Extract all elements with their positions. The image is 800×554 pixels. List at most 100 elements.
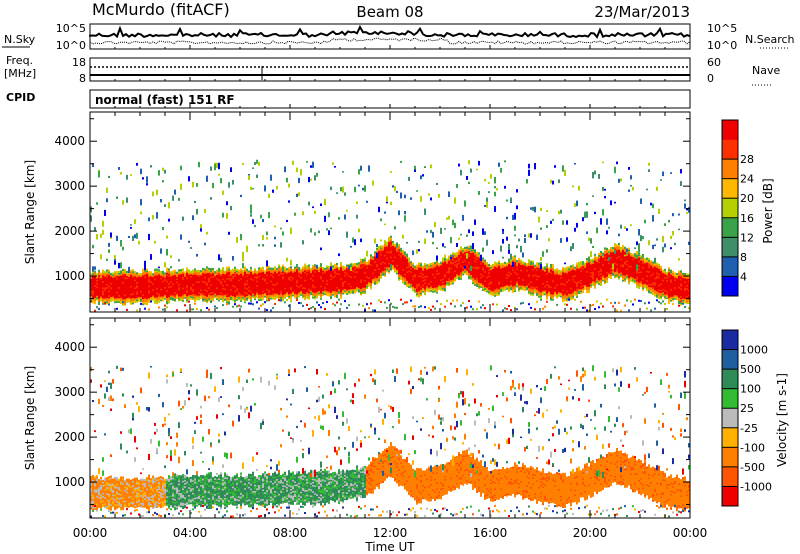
scatter-cell (438, 193, 440, 198)
band-cell (210, 271, 212, 274)
band-cell (158, 272, 160, 275)
scatter-cell (332, 162, 334, 165)
band-cell (192, 283, 194, 286)
band-cell (100, 297, 102, 300)
speckle-cell (378, 299, 380, 302)
scatter-cell (524, 237, 526, 243)
band-cell (120, 283, 122, 286)
band-cell (122, 270, 124, 273)
scatter-cell (152, 215, 154, 220)
band-cell (110, 272, 112, 275)
band-cell (98, 296, 100, 299)
scatter-cell (310, 165, 312, 168)
band-cell (142, 273, 144, 276)
speckle-cell (280, 299, 282, 302)
band-cell (164, 272, 166, 275)
band-cell (144, 280, 146, 283)
scatter-cell (334, 166, 336, 168)
band-cell (114, 299, 116, 302)
scatter-cell (298, 177, 300, 184)
band-cell (136, 289, 138, 292)
band-cell (112, 291, 114, 294)
band-cell (132, 292, 134, 295)
band-cell (212, 296, 214, 299)
band-cell (152, 285, 154, 288)
scatter-cell (236, 237, 238, 243)
band-cell (128, 289, 130, 292)
band-cell (210, 291, 212, 294)
band-cell (186, 280, 188, 283)
band-cell (104, 279, 106, 282)
band-cell (158, 297, 160, 300)
scatter-cell (310, 228, 312, 233)
band-cell (96, 292, 98, 295)
band-cell (162, 288, 164, 291)
speckle-cell (226, 303, 228, 306)
speckle-cell (332, 302, 334, 305)
band-cell (134, 285, 136, 288)
band-cell (114, 280, 116, 283)
band-cell (208, 286, 210, 289)
band-cell (154, 279, 156, 282)
band-cell (170, 277, 172, 280)
band-cell (196, 293, 198, 296)
band-cell (410, 261, 412, 264)
scatter-cell (310, 178, 312, 181)
scatter-cell (108, 242, 110, 247)
band-cell (528, 259, 530, 262)
band-cell (160, 288, 162, 291)
scatter-cell (298, 192, 300, 196)
band-cell (218, 285, 220, 288)
band-cell (198, 285, 200, 288)
band-cell (138, 276, 140, 279)
band-cell (142, 284, 144, 287)
band-cell (210, 269, 212, 272)
band-cell (440, 261, 442, 264)
band-cell (124, 281, 126, 284)
band-cell (176, 273, 178, 276)
scatter-cell (276, 186, 278, 190)
band-cell (198, 277, 200, 280)
scatter-cell (390, 201, 392, 206)
band-cell (100, 289, 102, 292)
band-cell (216, 285, 218, 288)
band-cell (148, 296, 150, 299)
scatter-cell (164, 262, 166, 268)
band-cell (114, 282, 116, 285)
scatter-cell (408, 176, 410, 181)
speckle-cell (484, 307, 486, 310)
band-cell (142, 268, 144, 271)
scatter-cell (406, 241, 408, 244)
band-cell (220, 293, 222, 296)
speckle-cell (158, 306, 160, 309)
scatter-cell (252, 219, 254, 224)
band-cell (136, 276, 138, 279)
band-cell (160, 289, 162, 292)
band-cell (204, 293, 206, 296)
band-cell (126, 278, 128, 281)
band-cell (334, 263, 336, 266)
band-cell (136, 300, 138, 303)
band-cell (194, 290, 196, 293)
scatter-cell (272, 189, 274, 193)
band-cell (106, 297, 108, 300)
band-cell (142, 285, 144, 288)
band-cell (166, 294, 168, 297)
band-cell (104, 298, 106, 301)
scatter-cell (510, 197, 512, 203)
band-cell (110, 290, 112, 293)
band-cell (132, 272, 134, 275)
band-cell (212, 267, 214, 270)
band-cell (150, 271, 152, 274)
band-cell (194, 279, 196, 282)
band-cell (146, 288, 148, 291)
scatter-cell (422, 174, 424, 177)
band-cell (118, 285, 120, 288)
band-cell (202, 286, 204, 289)
band-cell (490, 264, 492, 267)
band-cell (128, 298, 130, 301)
band-cell (194, 293, 196, 296)
band-cell (200, 274, 202, 277)
scatter-cell (414, 165, 416, 170)
speckle-cell (366, 303, 368, 306)
